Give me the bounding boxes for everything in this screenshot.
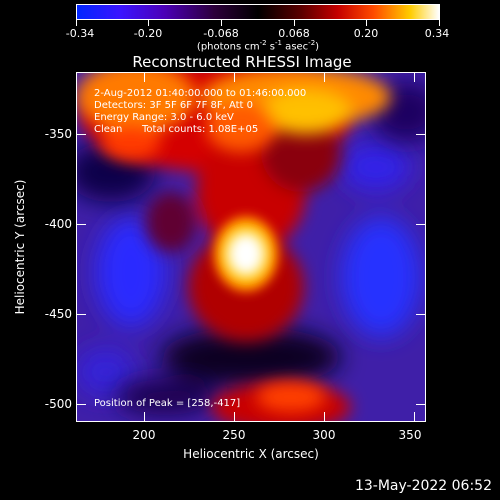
colorbar-tick (439, 20, 440, 26)
x-tick (414, 72, 415, 82)
rhessi-image: 2-Aug-2012 01:40:00.000 to 01:46:00.000 … (76, 72, 426, 422)
colorbar-tick-label: 0.20 (353, 27, 379, 40)
x-tick-label: 200 (132, 428, 156, 442)
plot-timestamp: 13-May-2022 06:52 (354, 478, 492, 494)
colorbar-tick (221, 20, 222, 26)
y-tick-label: -450 (44, 307, 72, 321)
detectors-label: Detectors: 3F 5F 6F 7F 8F, Att 0 (94, 100, 254, 111)
colorbar-units: (photons cm-2 s-1 asec-2) (196, 39, 320, 53)
colorbar (76, 4, 440, 20)
x-tick (234, 412, 235, 422)
bright-emission (76, 72, 391, 412)
image-title: Reconstructed RHESSI Image (132, 53, 352, 71)
colorbar-tick-label: 0.34 (424, 27, 450, 40)
time-range-label: 2-Aug-2012 01:40:00.000 to 01:46:00.000 (94, 88, 307, 99)
colorbar-tick (148, 20, 149, 26)
y-tick (76, 224, 86, 225)
y-tick (76, 314, 86, 315)
y-tick (76, 134, 86, 135)
colorbar-tick (76, 20, 77, 26)
x-tick (414, 412, 415, 422)
x-tick-label: 250 (222, 428, 246, 442)
y-tick (416, 314, 426, 315)
y-tick-label: -350 (44, 127, 72, 141)
x-tick (324, 72, 325, 82)
energy-range-label: Energy Range: 3.0 - 6.0 keV (94, 112, 234, 123)
rhessi-image-map (76, 72, 426, 422)
colorbar-tick-label: -0.34 (65, 27, 95, 40)
y-axis-title: Heliocentric Y (arcsec) (13, 179, 27, 315)
y-tick (416, 404, 426, 405)
x-tick (144, 72, 145, 82)
y-tick (76, 404, 86, 405)
total-counts-label: Total counts: 1.08E+05 (142, 124, 259, 135)
x-tick (234, 72, 235, 82)
method-label: Clean (94, 124, 123, 135)
colorbar-tick-label: -0.068 (203, 27, 239, 40)
x-tick (144, 412, 145, 422)
colorbar-tick-label: -0.20 (133, 27, 163, 40)
y-tick (416, 134, 426, 135)
colorbar-tick (366, 20, 367, 26)
blue-negative-regions (76, 142, 421, 397)
x-tick (324, 412, 325, 422)
x-axis-title: Heliocentric X (arcsec) (183, 447, 319, 461)
y-tick-label: -400 (44, 217, 72, 231)
y-tick (416, 224, 426, 225)
y-tick-label: -500 (44, 397, 72, 411)
peak-position-label: Position of Peak = [258,-417] (94, 398, 241, 409)
colorbar-tick (294, 20, 295, 26)
peak-source (210, 212, 282, 296)
x-tick-label: 300 (312, 428, 336, 442)
colorbar-tick-label: 0.068 (278, 27, 310, 40)
x-tick-label: 350 (398, 428, 422, 442)
